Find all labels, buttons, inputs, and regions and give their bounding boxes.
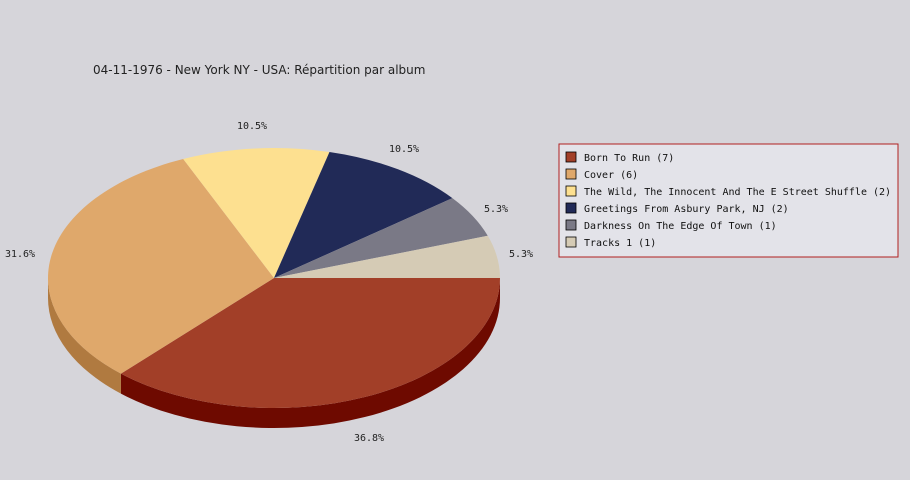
legend-entry-label: Greetings From Asbury Park, NJ (2) <box>584 204 789 215</box>
pie-slice-2 <box>48 158 274 374</box>
legend-swatch <box>565 202 577 214</box>
pie-percent-label: 36.8% <box>354 433 384 444</box>
legend-swatch <box>565 168 577 180</box>
pie-labels-group: 36.8% 31.6% 10.5% 10.5% 5.3% 5.3% <box>5 121 533 444</box>
legend-entry-label: Born To Run (7) <box>584 153 674 164</box>
legend-swatch <box>565 219 577 231</box>
pie-slice-3 <box>183 148 330 278</box>
legend-swatch <box>565 185 577 197</box>
pie-percent-label: 10.5% <box>389 144 419 155</box>
legend-entry-label: Cover (6) <box>584 170 638 181</box>
legend-entry-label: Darkness On The Edge Of Town (1) <box>584 221 777 232</box>
legend-box <box>558 143 899 258</box>
pie-top-group <box>48 148 501 408</box>
legend-swatch <box>565 236 577 248</box>
pie-slice-6 <box>274 235 500 278</box>
pie-side-2 <box>48 278 121 394</box>
pie-side-group <box>48 278 501 428</box>
pie-percent-label: 31.6% <box>5 249 35 260</box>
pie-percent-label: 5.3% <box>509 249 533 260</box>
pie-slice-5 <box>274 198 488 278</box>
legend-entry-label: Tracks 1 (1) <box>584 238 656 249</box>
legend: Born To Run (7) Cover (6) The Wild, The In… <box>558 143 899 258</box>
legend-entry-label: The Wild, The Innocent And The E Street … <box>584 187 891 198</box>
legend-swatch <box>565 151 577 163</box>
pie-slice-1 <box>120 278 501 408</box>
pie-slice-4 <box>274 151 453 278</box>
pie-side-1 <box>120 278 501 428</box>
chart-title: 04-11-1976 - New York NY - USA: Répartit… <box>93 63 425 77</box>
pie-percent-label: 10.5% <box>237 121 267 132</box>
pie-percent-label: 5.3% <box>484 204 508 215</box>
